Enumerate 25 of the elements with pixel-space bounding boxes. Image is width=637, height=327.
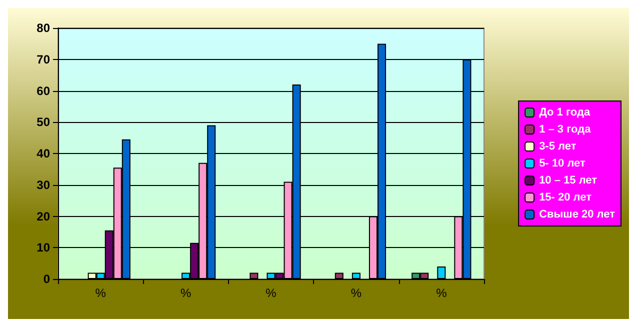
y-tick-label: 40 <box>36 146 50 160</box>
x-tick-label: % <box>266 286 277 300</box>
bar <box>334 272 344 279</box>
y-tick-label: 50 <box>36 115 50 130</box>
legend-label: 3-5 лет <box>539 140 577 152</box>
y-tick-label: 60 <box>36 84 50 98</box>
y-tick-label: 70 <box>36 52 50 66</box>
legend-label: 15- 20 лет <box>539 192 592 204</box>
y-tick-label: 80 <box>36 21 50 35</box>
legend-label: До 1 года <box>539 106 591 118</box>
y-tick-label: 30 <box>36 178 50 192</box>
legend-label: Свыше 20 лет <box>539 208 616 220</box>
x-tick-label: % <box>180 286 192 300</box>
x-tick-label: % <box>350 286 362 300</box>
bar <box>437 266 446 279</box>
y-tick-label: 10 <box>36 240 50 255</box>
legend-label: 1 – 3 года <box>539 124 592 136</box>
legend-label: 5- 10 лет <box>539 158 586 170</box>
y-tick-label: 0 <box>43 272 50 286</box>
bar <box>250 272 258 279</box>
x-tick-label: % <box>436 286 448 300</box>
x-tick-label: % <box>95 286 106 300</box>
bar <box>352 272 360 279</box>
legend-label: 10 – 15 лет <box>539 174 598 186</box>
y-tick-label: 20 <box>36 209 50 224</box>
